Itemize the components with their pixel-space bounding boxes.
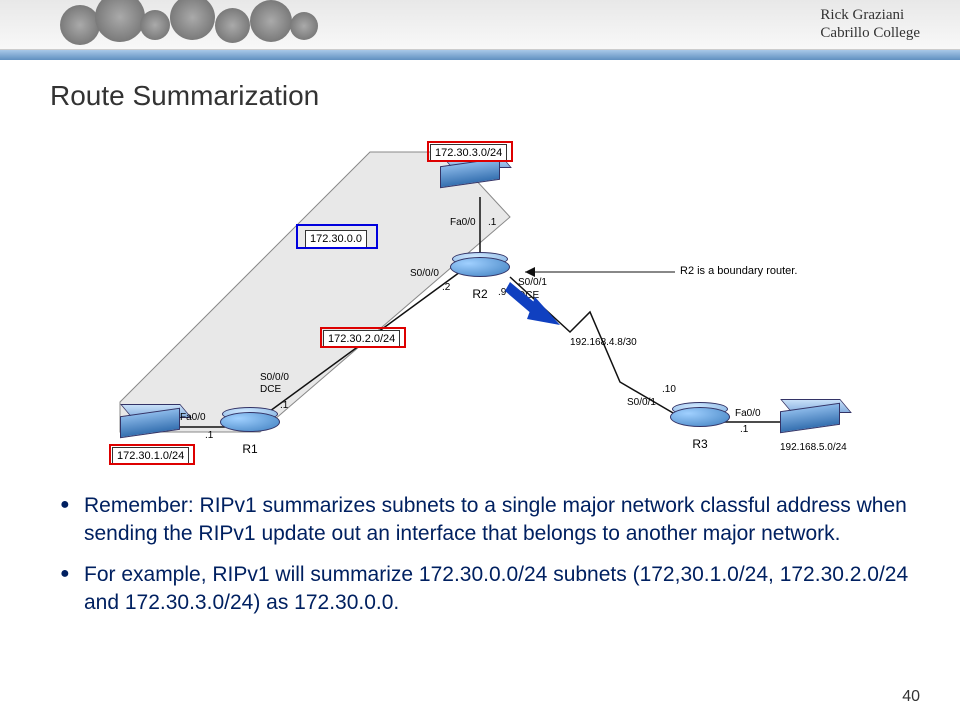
header-graphic bbox=[60, 0, 380, 50]
red-frame-3 bbox=[109, 444, 195, 465]
if-p1d: .1 bbox=[740, 424, 748, 435]
if-fa00-r2: Fa0/0 bbox=[450, 217, 476, 228]
router-r2: R2 bbox=[450, 257, 510, 285]
switch-right bbox=[780, 407, 840, 439]
router-r1-label: R1 bbox=[220, 442, 280, 456]
author-name: Rick Graziani bbox=[820, 6, 920, 24]
summary-arrow-icon bbox=[505, 277, 565, 332]
red-frame-2 bbox=[320, 327, 406, 348]
net-192-4: 192.168.4.8/30 bbox=[570, 337, 637, 348]
switch-top bbox=[440, 162, 500, 194]
bullet-2: For example, RIPv1 will summarize 172.30… bbox=[60, 561, 910, 618]
if-fa00-r3: Fa0/0 bbox=[735, 408, 761, 419]
if-p2: .2 bbox=[442, 282, 450, 293]
slide-header: Rick Graziani Cabrillo College bbox=[0, 0, 960, 50]
blue-frame bbox=[296, 224, 378, 249]
boundary-note: R2 is a boundary router. bbox=[680, 265, 797, 277]
red-frame-1 bbox=[427, 141, 513, 162]
if-p1b: .1 bbox=[280, 400, 288, 411]
if-s000-r1: S0/0/0 bbox=[260, 372, 289, 383]
net-192-5: 192.168.5.0/24 bbox=[780, 442, 847, 453]
bullet-1: Remember: RIPv1 summarizes subnets to a … bbox=[60, 492, 910, 549]
bullet-list: Remember: RIPv1 summarizes subnets to a … bbox=[50, 492, 910, 617]
if-p1: .1 bbox=[488, 217, 496, 228]
if-p1c: .1 bbox=[205, 430, 213, 441]
author-affil: Cabrillo College bbox=[820, 24, 920, 42]
header-author: Rick Graziani Cabrillo College bbox=[820, 6, 920, 42]
if-p10: .10 bbox=[662, 384, 676, 395]
router-r3-label: R3 bbox=[670, 437, 730, 451]
page-number: 40 bbox=[902, 688, 920, 706]
if-fa00-r1: Fa0/0 bbox=[180, 412, 206, 423]
page-title: Route Summarization bbox=[50, 80, 910, 112]
if-s000-r2: S0/0/0 bbox=[410, 268, 439, 279]
switch-left bbox=[120, 412, 180, 444]
if-s001-r3: S0/0/1 bbox=[627, 397, 656, 408]
router-r1: R1 bbox=[220, 412, 280, 440]
router-r3: R3 bbox=[670, 407, 730, 435]
if-dce-r1: DCE bbox=[260, 384, 281, 395]
network-diagram: R2 R1 R3 172.30.3.0/24 172.30.0.0 172.30… bbox=[80, 122, 880, 472]
header-separator bbox=[0, 50, 960, 60]
